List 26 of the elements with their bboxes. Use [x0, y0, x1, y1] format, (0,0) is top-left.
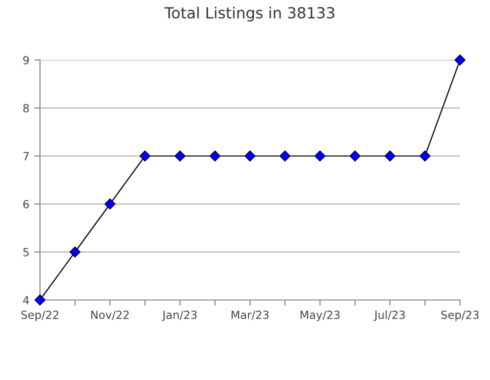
point	[314, 150, 326, 162]
point	[174, 150, 186, 162]
x-tick-label: Sep/23	[441, 310, 479, 322]
point	[384, 150, 396, 162]
x-tick-label: Sep/22	[21, 310, 58, 322]
x-tick-label: Jul/23	[374, 310, 405, 322]
x-tick-label: Jan/23	[162, 310, 197, 322]
x-tick-label: Nov/22	[91, 310, 129, 320]
point	[104, 198, 116, 210]
point	[244, 150, 256, 162]
point	[420, 150, 430, 162]
y-tick-label: 6	[23, 200, 29, 208]
y-tick-label: 7	[23, 152, 29, 160]
point	[140, 150, 150, 162]
point	[70, 246, 80, 258]
point	[350, 150, 360, 162]
x-tick-label: Mar/23	[232, 310, 269, 320]
y-tick-label: 5	[23, 248, 29, 256]
point	[454, 54, 466, 66]
point	[280, 150, 290, 162]
x-tick-label: May/23	[300, 310, 340, 322]
point	[210, 150, 220, 162]
y-tick-label: 4	[23, 296, 29, 304]
y-tick-label: 9	[23, 56, 29, 64]
y-tick-label: 8	[23, 104, 29, 112]
chart-title: Total Listings in 38133	[164, 6, 334, 22]
